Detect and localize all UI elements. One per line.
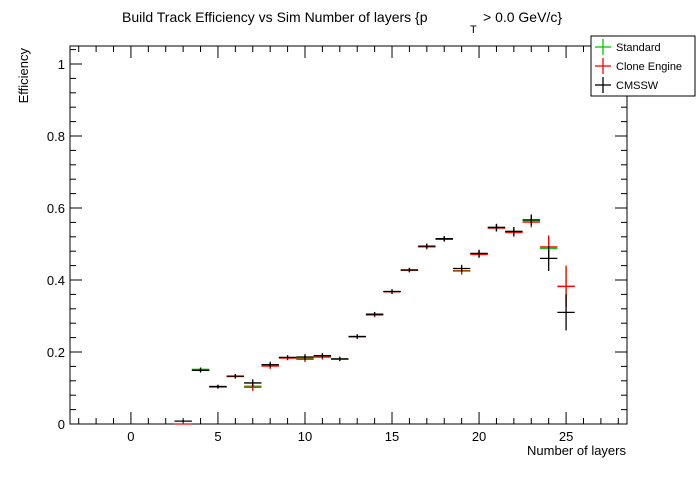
plot-area-frame [69, 45, 628, 425]
y-tick-label: 0 [58, 417, 65, 432]
x-tick-label: 15 [385, 429, 399, 444]
y-tick-label: 0.4 [47, 273, 65, 288]
series-group [174, 214, 575, 425]
legend-entry-label: Standard [616, 42, 661, 54]
x-tick-label: 20 [472, 429, 486, 444]
y-tick-label: 0.2 [47, 345, 65, 360]
chart-title-suffix: > 0.0 GeV/c} [483, 9, 562, 25]
legend-entry-label: Clone Engine [616, 61, 682, 73]
chart-title: Build Track Efficiency vs Sim Number of … [122, 9, 428, 25]
series-cmssw [174, 214, 575, 423]
x-tick-label: 5 [214, 429, 221, 444]
plot-frame [69, 45, 628, 425]
y-tick-label: 0.8 [47, 129, 65, 144]
x-axis-label: Number of layers [527, 443, 626, 458]
axis-tick-labels: 0 5 10 15 20 25 0 0.2 0.4 0.6 0.8 1 [47, 57, 573, 444]
series-standard [191, 215, 575, 390]
y-axis-label: Efficiency [16, 48, 31, 104]
legend-entry-label: CMSSW [616, 80, 659, 92]
x-tick-label: 10 [298, 429, 312, 444]
series-clone-engine [174, 216, 575, 425]
legend: Standard Clone Engine CMSSW [590, 35, 696, 97]
chart-title-subscript: T [470, 24, 477, 36]
y-tick-label: 0.6 [47, 201, 65, 216]
axis-ticks [70, 46, 627, 425]
y-tick-label: 1 [58, 57, 65, 72]
x-tick-label: 0 [127, 429, 134, 444]
x-tick-label: 25 [559, 429, 573, 444]
